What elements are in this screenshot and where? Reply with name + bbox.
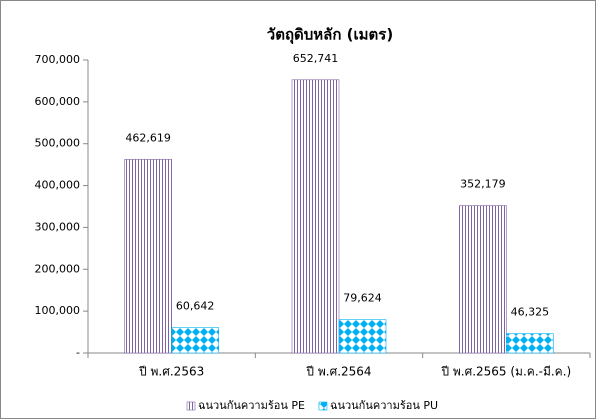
x-tick-label: ปี พ.ศ.2564 xyxy=(306,365,372,379)
value-label: 462,619 xyxy=(125,131,171,144)
bar xyxy=(506,333,554,354)
y-tick-label: 200,000 xyxy=(35,262,81,275)
bar xyxy=(459,205,507,354)
y-tick-label: 400,000 xyxy=(35,179,81,192)
bar xyxy=(338,319,387,354)
value-label: 79,624 xyxy=(343,292,382,305)
y-tick-label: 700,000 xyxy=(35,53,81,66)
legend-swatch xyxy=(186,401,196,411)
bar xyxy=(291,79,340,354)
value-label: 652,741 xyxy=(293,52,339,65)
chart-title: วัตถุดิบหลัก (เมตร) xyxy=(267,26,393,45)
value-label: 352,179 xyxy=(460,178,506,191)
legend-swatch xyxy=(318,401,328,411)
x-tick-label: ปี พ.ศ.2565 (ม.ค.-มี.ค.) xyxy=(441,365,571,379)
y-tick-label: 300,000 xyxy=(35,220,81,233)
y-tick-label: 100,000 xyxy=(35,304,81,317)
value-label: 46,325 xyxy=(511,306,550,319)
bar xyxy=(124,159,172,354)
legend-label: ฉนวนกันความร้อน PU xyxy=(330,399,438,412)
bar xyxy=(171,327,219,354)
legend-label: ฉนวนกันความร้อน PE xyxy=(198,399,305,412)
x-tick-label: ปี พ.ศ.2563 xyxy=(139,365,205,379)
y-tick-label: - xyxy=(76,346,80,359)
value-label: 60,642 xyxy=(176,300,215,313)
y-tick-label: 600,000 xyxy=(35,95,81,108)
y-tick-label: 500,000 xyxy=(35,137,81,150)
